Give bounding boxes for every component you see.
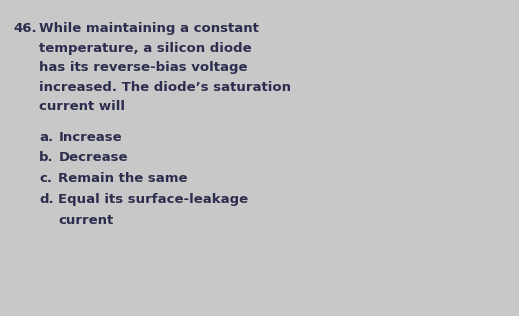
Text: b.: b. <box>39 151 53 164</box>
Text: Increase: Increase <box>58 131 122 143</box>
Text: Equal its surface-leakage: Equal its surface-leakage <box>58 193 249 206</box>
Text: c.: c. <box>39 172 52 185</box>
Text: a.: a. <box>39 131 53 143</box>
Text: d.: d. <box>39 193 53 206</box>
Text: Remain the same: Remain the same <box>58 172 188 185</box>
Text: Decrease: Decrease <box>58 151 128 164</box>
Text: While maintaining a constant: While maintaining a constant <box>39 22 259 35</box>
Text: current: current <box>58 214 114 227</box>
Text: increased. The diode’s saturation: increased. The diode’s saturation <box>39 81 291 94</box>
Text: current will: current will <box>39 100 125 113</box>
Text: 46.: 46. <box>14 22 37 35</box>
Text: has its reverse-bias voltage: has its reverse-bias voltage <box>39 61 248 74</box>
Text: temperature, a silicon diode: temperature, a silicon diode <box>39 42 252 55</box>
